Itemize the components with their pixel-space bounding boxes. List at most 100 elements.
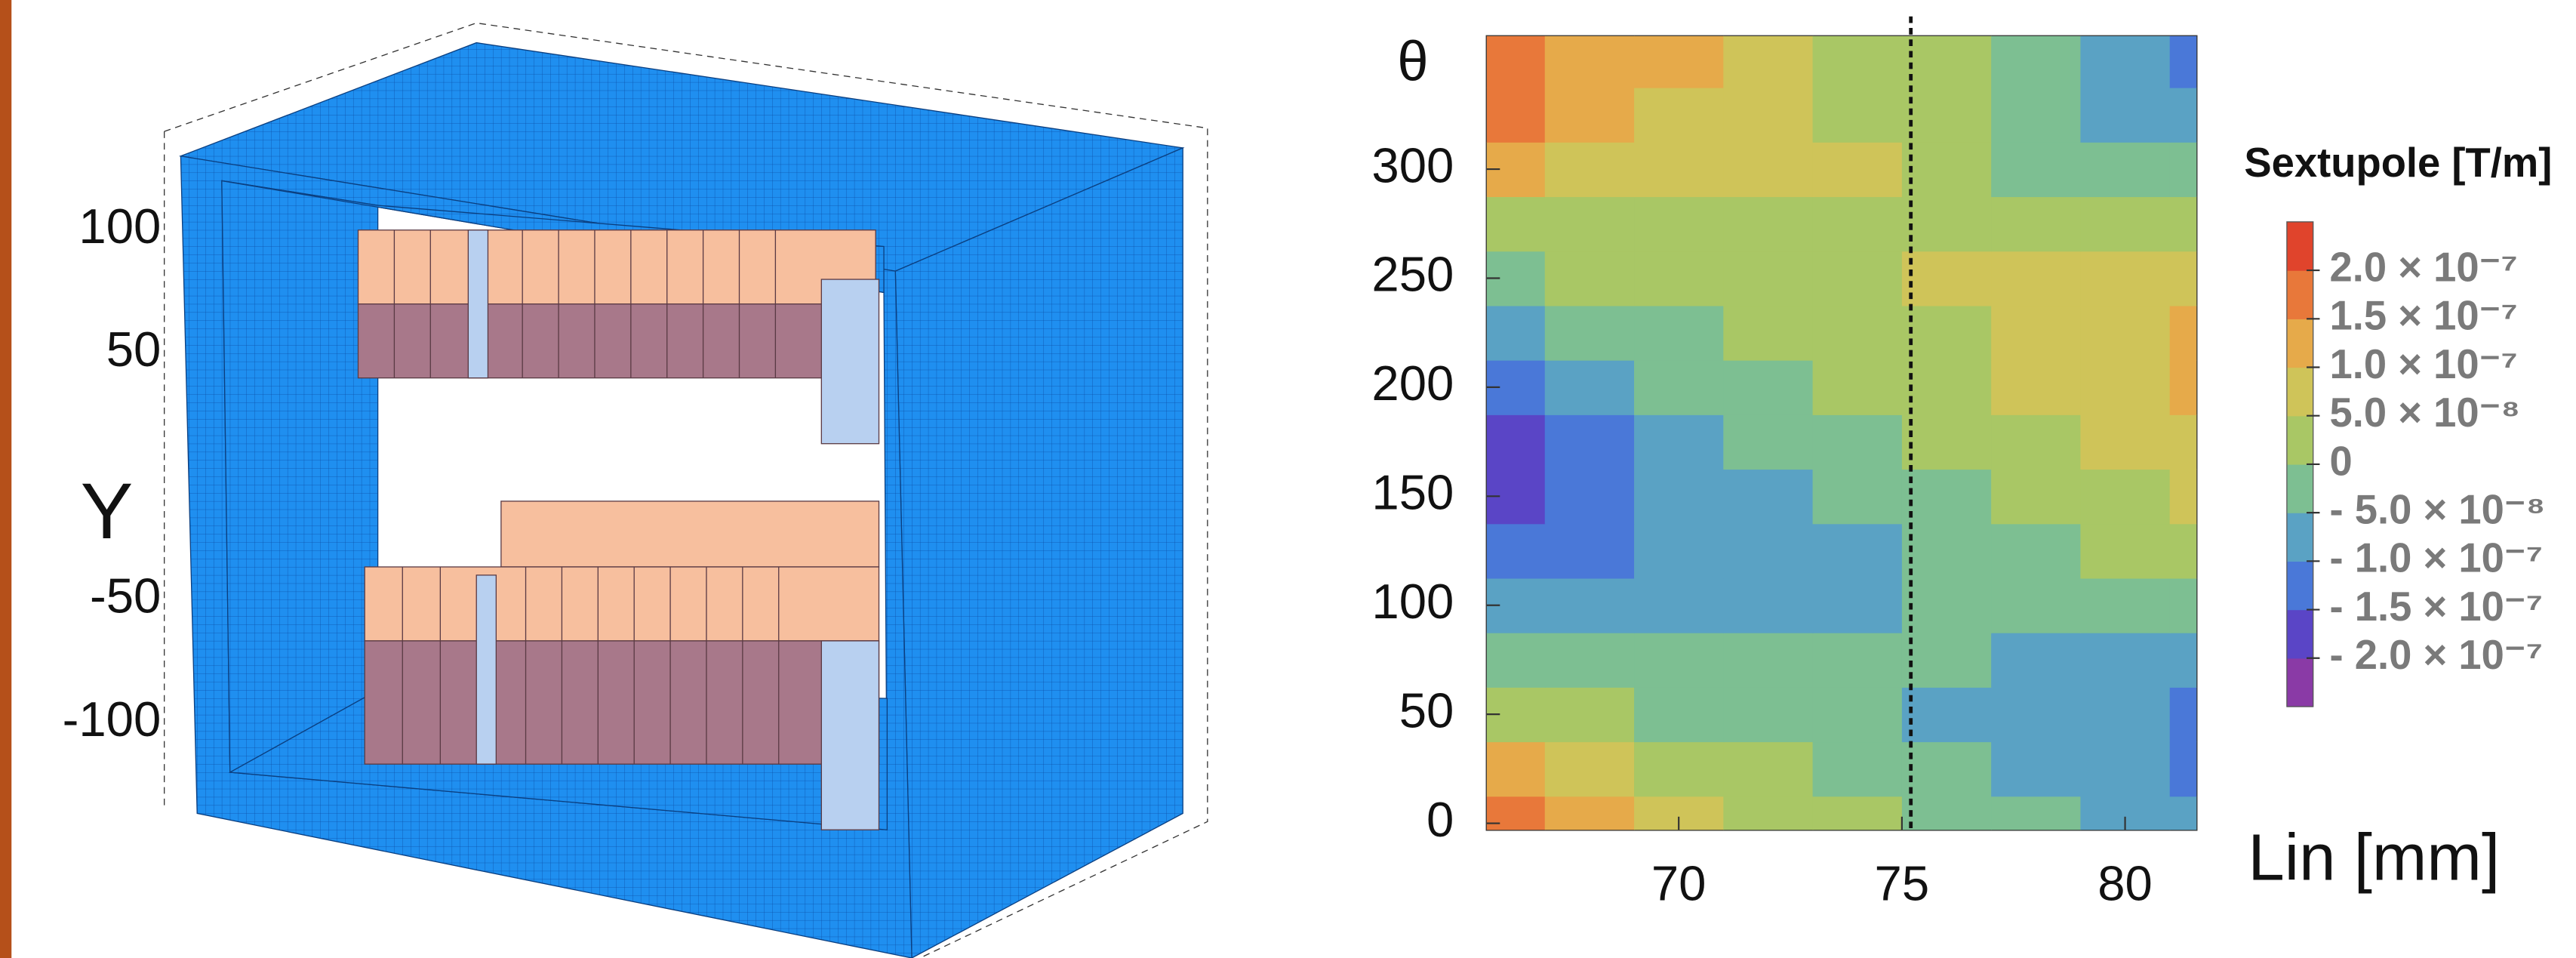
- contour-cell: [1723, 633, 1813, 688]
- contour-cell: [1813, 796, 1903, 851]
- contour-cell: [1723, 33, 1813, 88]
- contour-cell: [1723, 741, 1813, 796]
- contour-cell: [1723, 251, 1813, 306]
- y-tick-label: -100: [63, 692, 162, 747]
- contour-cell: [2170, 414, 2260, 470]
- colorbar-label: 2.0 × 10⁻⁷: [2330, 244, 2518, 290]
- contour-cell: [1991, 360, 2081, 415]
- contour-cell: [2080, 142, 2170, 197]
- contour-cell: [1545, 414, 1635, 470]
- contour-cell: [1545, 741, 1635, 796]
- contour-cell: [1991, 578, 2081, 633]
- contour-cell: [2170, 360, 2260, 415]
- contour-cell: [1991, 469, 2081, 524]
- colorbar-band: [2287, 658, 2313, 707]
- colorbar-label: - 1.5 × 10⁻⁷: [2330, 584, 2544, 630]
- contour-cell: [1813, 469, 1903, 524]
- contour-cell: [1545, 796, 1635, 851]
- contour-cell: [1991, 88, 2081, 143]
- contour-cell: [1813, 523, 1903, 578]
- contour-cell: [1634, 687, 1724, 742]
- contour-cell: [2170, 469, 2260, 524]
- contour-cell: [1902, 88, 1992, 143]
- colorbar-band: [2287, 561, 2313, 610]
- contour-cell: [1545, 687, 1635, 742]
- contour-cell: [1902, 469, 1992, 524]
- page: {"chart_data": [ {"type": "render3d", "y…: [0, 0, 2576, 958]
- contour-cell: [1991, 251, 2081, 306]
- contour-cell: [1634, 196, 1724, 251]
- colorbar-label: 5.0 × 10⁻⁸: [2330, 390, 2521, 436]
- contour-cell: [1902, 360, 1992, 415]
- contour-cell: [2080, 469, 2170, 524]
- contour-cell: [1634, 88, 1724, 143]
- y-tick-label: 0: [1426, 792, 1454, 847]
- contour-cell: [1634, 142, 1724, 197]
- contour-cell: [2080, 633, 2170, 688]
- contour-cell: [1545, 306, 1635, 361]
- x-tick-label: 80: [2097, 856, 2153, 911]
- x-tick-label: 75: [1875, 856, 1930, 911]
- contour-cell: [2170, 306, 2260, 361]
- contour-cell: [2170, 796, 2260, 851]
- contour-cell: [1902, 196, 1992, 251]
- contour-cell: [1813, 687, 1903, 742]
- contour-cell: [1902, 523, 1992, 578]
- contour-cell: [1455, 196, 1545, 251]
- contour-cell: [1723, 414, 1813, 470]
- contour-cell: [1991, 633, 2081, 688]
- contour-cell: [1455, 88, 1545, 143]
- contour-cell: [1455, 33, 1545, 88]
- contour-cell: [1545, 523, 1635, 578]
- contour-cell: [1723, 88, 1813, 143]
- contour-cell: [1723, 142, 1813, 197]
- contour-cell: [2080, 88, 2170, 143]
- contour-cell: [1634, 578, 1724, 633]
- contour-cell: [2170, 523, 2260, 578]
- contour-cell: [1545, 33, 1635, 88]
- contour-cell: [1813, 88, 1903, 143]
- contour-cell: [2080, 33, 2170, 88]
- contour-cell: [2170, 196, 2260, 251]
- contour-cell: [2170, 633, 2260, 688]
- contour-cell: [1902, 741, 1992, 796]
- contour-cell: [2170, 687, 2260, 742]
- contour-cell: [1634, 741, 1724, 796]
- contour-cell: [1455, 306, 1545, 361]
- colorbar-band: [2287, 270, 2313, 319]
- contour-cell: [1723, 196, 1813, 251]
- contour-cell: [1813, 360, 1903, 415]
- y-tick-label: 150: [1371, 465, 1454, 520]
- contour-cell: [1813, 414, 1903, 470]
- contour-cell: [1634, 251, 1724, 306]
- contour-cell: [1813, 306, 1903, 361]
- y-tick-label: -50: [90, 568, 161, 624]
- contour-cell: [1634, 469, 1724, 524]
- y-tick-label: 200: [1371, 356, 1454, 411]
- y-tick-label: 100: [78, 199, 161, 254]
- contour-cell: [1902, 687, 1992, 742]
- contour-cell: [1902, 251, 1992, 306]
- theta-label: θ: [1397, 30, 1428, 93]
- contour-cell: [1813, 578, 1903, 633]
- magnet-render: [165, 23, 1208, 958]
- side-bar: [0, 0, 11, 958]
- x-axis-label: Lin [mm]: [2248, 821, 2500, 895]
- contour-cell: [1545, 142, 1635, 197]
- colorbar-label: - 2.0 × 10⁻⁷: [2330, 632, 2544, 678]
- contour-cell: [1545, 469, 1635, 524]
- contour-cell: [1455, 523, 1545, 578]
- contour-cell: [1723, 360, 1813, 415]
- contour-cell: [1723, 796, 1813, 851]
- contour-cell: [1455, 741, 1545, 796]
- contour-cell: [1634, 360, 1724, 415]
- contour-cell: [2080, 251, 2170, 306]
- y-axis-label: Y: [81, 467, 134, 556]
- figure: Y θ Lin [mm] Sextupole [T/m] -100-505010…: [0, 0, 2576, 958]
- contour-cell: [1813, 741, 1903, 796]
- y-tick-label: 300: [1371, 137, 1454, 193]
- contour-cell: [1902, 796, 1992, 851]
- contour-cell: [1902, 33, 1992, 88]
- colorbar-band: [2287, 367, 2313, 416]
- contour-cell: [1634, 414, 1724, 470]
